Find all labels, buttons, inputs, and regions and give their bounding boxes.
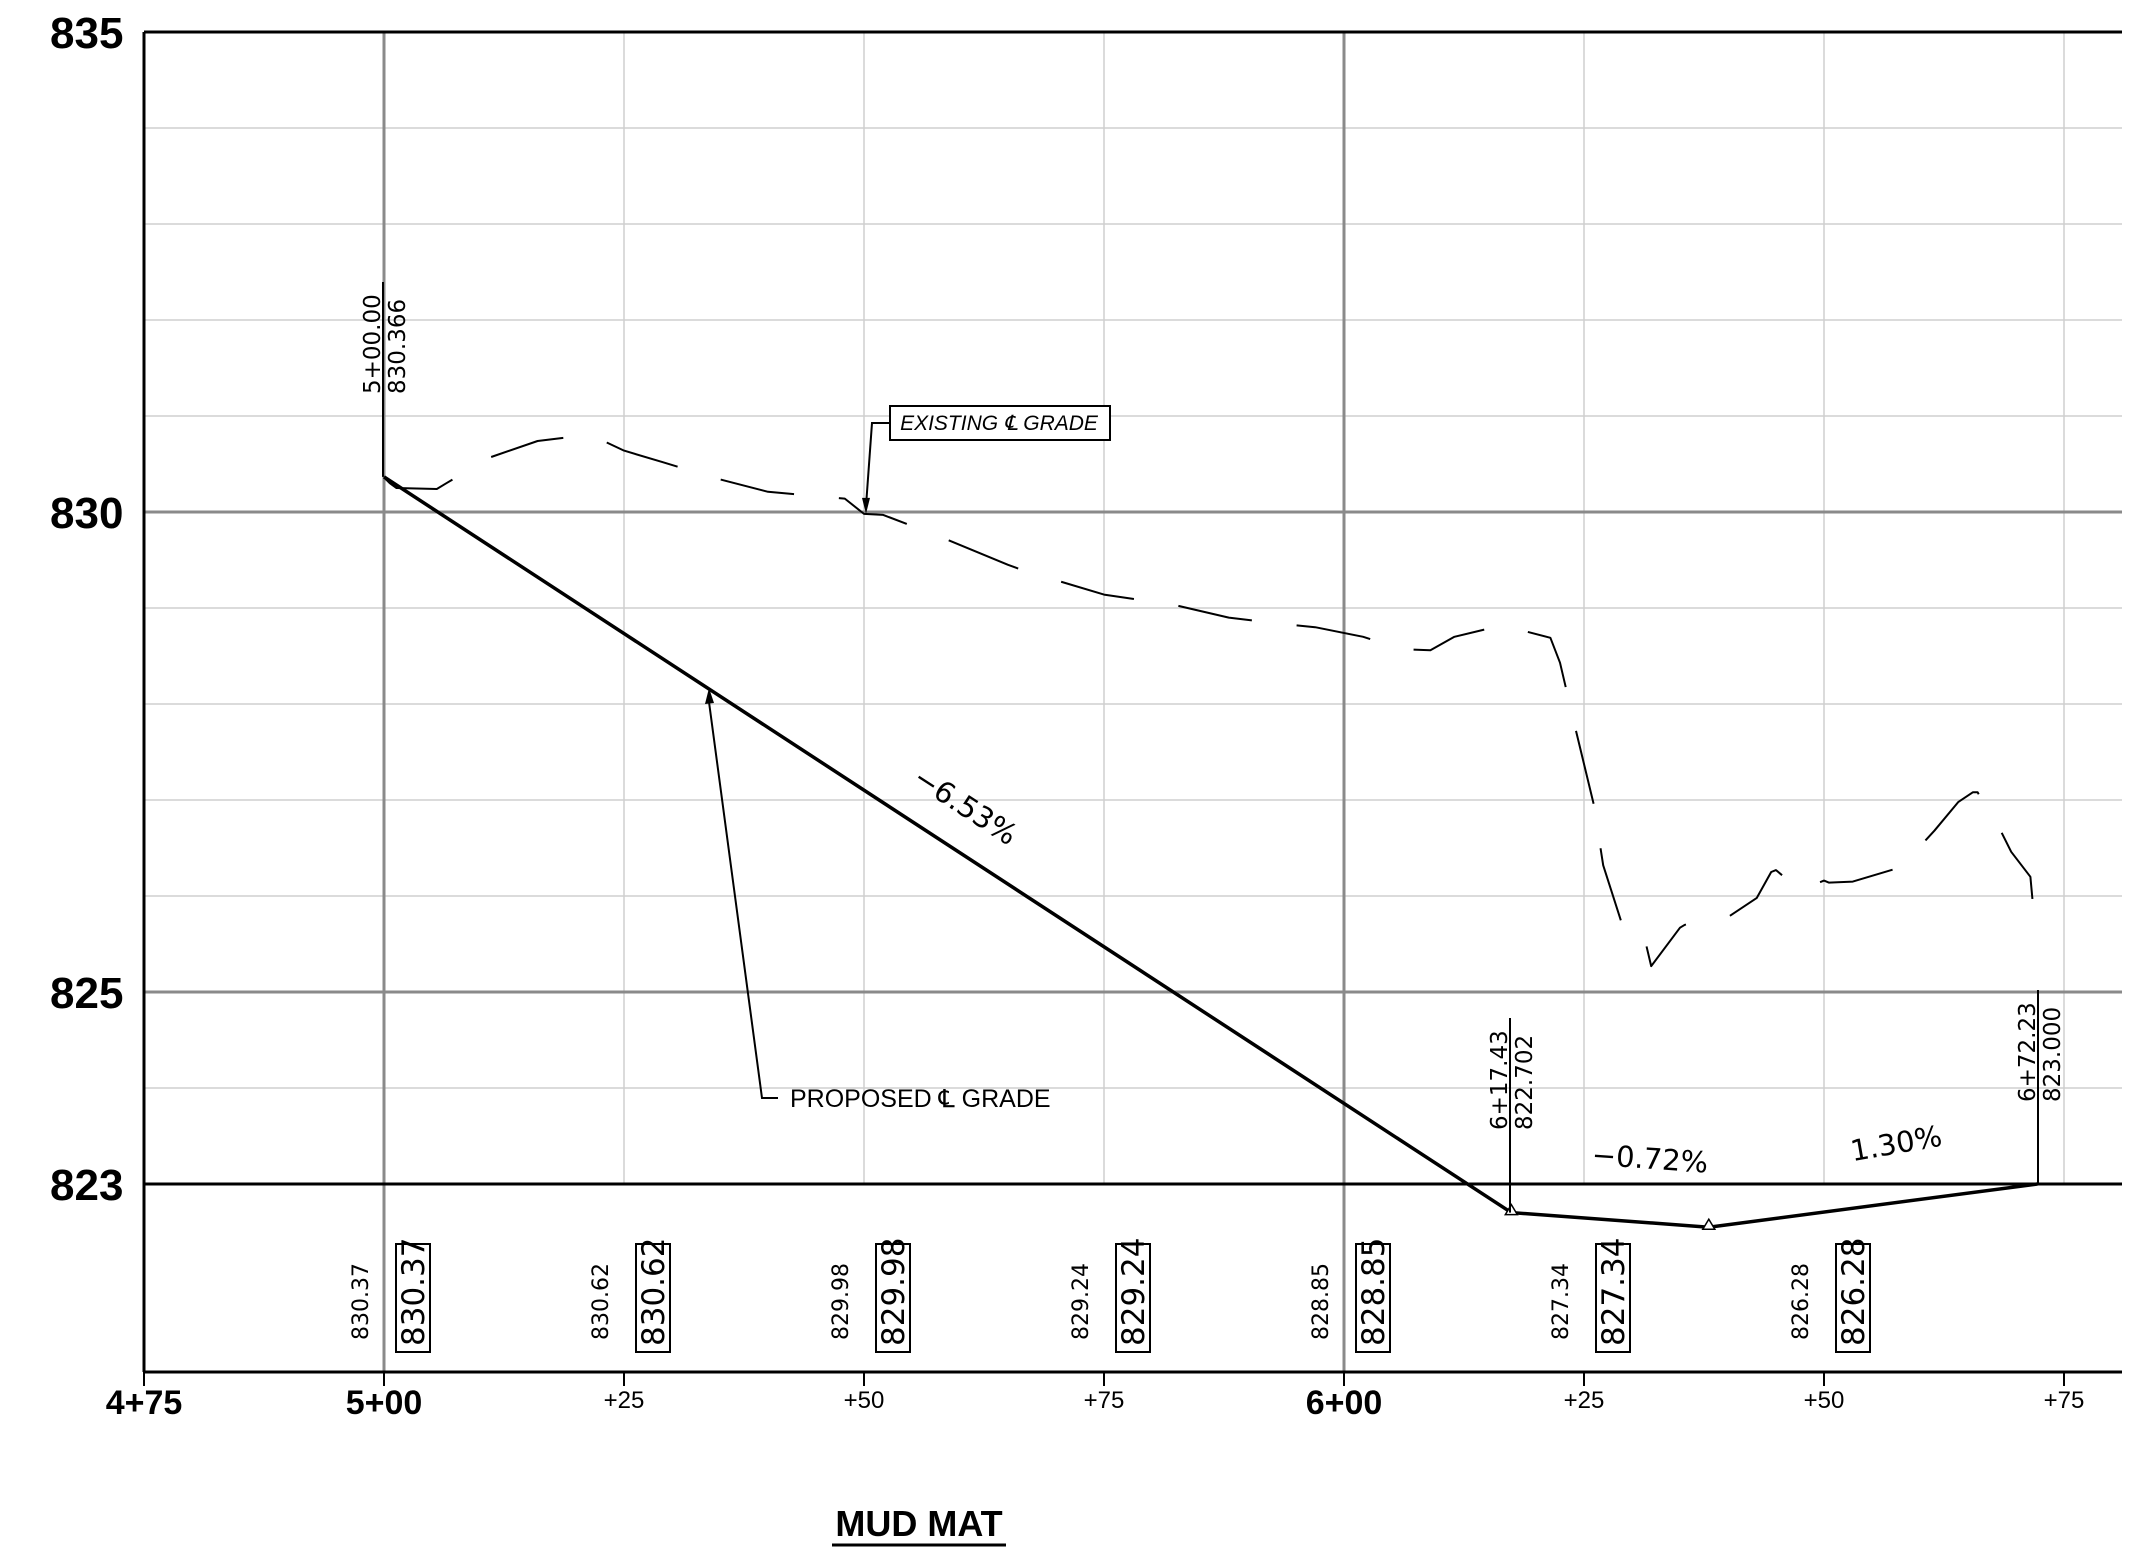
- grade-callouts: EXISTING ℄ GRADE PROPOSED ℄ GRADE: [705, 405, 1111, 1113]
- proposed-elevation-box: [1115, 1243, 1151, 1353]
- proposed-elevation-value: 829.24: [1116, 1238, 1152, 1346]
- proposed-elevation-value: 830.37: [396, 1238, 432, 1346]
- proposed-grade-series: [383, 475, 2038, 1230]
- x-tick-label: 5+00: [346, 1384, 423, 1422]
- existing-elevation-value: 826.28: [1789, 1263, 1814, 1340]
- x-tick-label: +50: [844, 1387, 885, 1414]
- x-tick-label: 4+75: [106, 1384, 183, 1422]
- pvi-station-label: 6+72.23: [2015, 1002, 2041, 1102]
- existing-elevation-value: 829.98: [829, 1263, 854, 1340]
- minor-grid: [144, 32, 2122, 1184]
- grade-labels: −6.53% −0.72% 1.30%: [907, 760, 1944, 1180]
- proposed-elevation-value: 830.62: [636, 1238, 672, 1346]
- existing-callout-label: EXISTING ℄ GRADE: [900, 412, 1099, 435]
- proposed-elevation-value: 829.98: [876, 1238, 912, 1346]
- proposed-elevation-box: [1595, 1243, 1631, 1353]
- proposed-elevation-box: [1355, 1243, 1391, 1353]
- y-tick-label: 830: [50, 489, 123, 538]
- pvi-marker: [1701, 1217, 1717, 1230]
- proposed-arrowhead: [705, 688, 714, 704]
- y-axis-ticks: 835 830 825 823: [50, 9, 123, 1210]
- existing-elevation-value: 827.34: [1549, 1263, 1574, 1340]
- existing-elevation-value: 829.24: [1069, 1263, 1094, 1340]
- y-tick-label: 825: [50, 969, 123, 1018]
- pvi-station-label: 6+17.43: [1487, 1030, 1513, 1130]
- major-grid: [144, 32, 2122, 1372]
- pvi-callouts: 5+00.00 830.366 6+17.43 822.702 6+72.23 823.0…: [360, 282, 2066, 1213]
- chart-title: MUD MAT: [835, 1503, 1002, 1544]
- x-tick-label: +50: [1804, 1387, 1845, 1414]
- x-tick-label: +25: [604, 1387, 645, 1414]
- existing-elevation-value: 830.62: [589, 1263, 614, 1340]
- x-axis-ticks: 4+75 5+00 +25 +50 +75 6+00 +25 +50 +75: [106, 1372, 2085, 1422]
- grade-percent-label: −0.72%: [1591, 1138, 1710, 1180]
- proposed-elevation-box: [635, 1243, 671, 1353]
- proposed-elevation-box: [395, 1243, 431, 1353]
- proposed-elevation-value: 828.85: [1356, 1238, 1392, 1346]
- existing-callout-box: [889, 405, 1111, 441]
- plot-frame: [142, 30, 2122, 1374]
- proposed-callout-label: PROPOSED ℄ GRADE: [790, 1085, 1051, 1113]
- pvi-elevation-label: 823.000: [2040, 1007, 2066, 1102]
- pvi-elevation-label: 822.702: [1512, 1035, 1538, 1130]
- elevation-table: 830.37 830.37 830.62 830.62 829.98 829.98 829.…: [349, 1238, 1872, 1353]
- x-tick-label: +25: [1564, 1387, 1605, 1414]
- proposed-grade-line: [383, 475, 2038, 1229]
- pvi-station-label: 5+00.00: [360, 294, 386, 394]
- proposed-elevation-value: 826.28: [1836, 1238, 1872, 1346]
- pvi-elevation-label: 830.366: [385, 299, 411, 394]
- existing-arrowhead: [862, 497, 870, 514]
- proposed-elevation-box: [1835, 1243, 1871, 1353]
- existing-elevation-value: 828.85: [1309, 1263, 1334, 1340]
- proposed-leader: [708, 701, 778, 1099]
- x-tick-label: +75: [2044, 1387, 2085, 1414]
- x-tick-label: 6+00: [1306, 1384, 1383, 1422]
- existing-elevation-value: 830.37: [349, 1263, 374, 1340]
- existing-grade-series: [383, 434, 2037, 968]
- pvi-marker: [1504, 1203, 1519, 1216]
- y-tick-label: 835: [50, 9, 123, 58]
- grade-percent-label: −6.53%: [907, 760, 1023, 852]
- existing-grade-line: [383, 434, 2037, 968]
- x-tick-label: +75: [1084, 1387, 1125, 1414]
- grade-percent-label: 1.30%: [1848, 1119, 1945, 1168]
- y-tick-label: 823: [50, 1161, 123, 1210]
- existing-leader: [865, 422, 890, 506]
- proposed-elevation-value: 827.34: [1596, 1238, 1632, 1346]
- proposed-elevation-box: [875, 1243, 911, 1353]
